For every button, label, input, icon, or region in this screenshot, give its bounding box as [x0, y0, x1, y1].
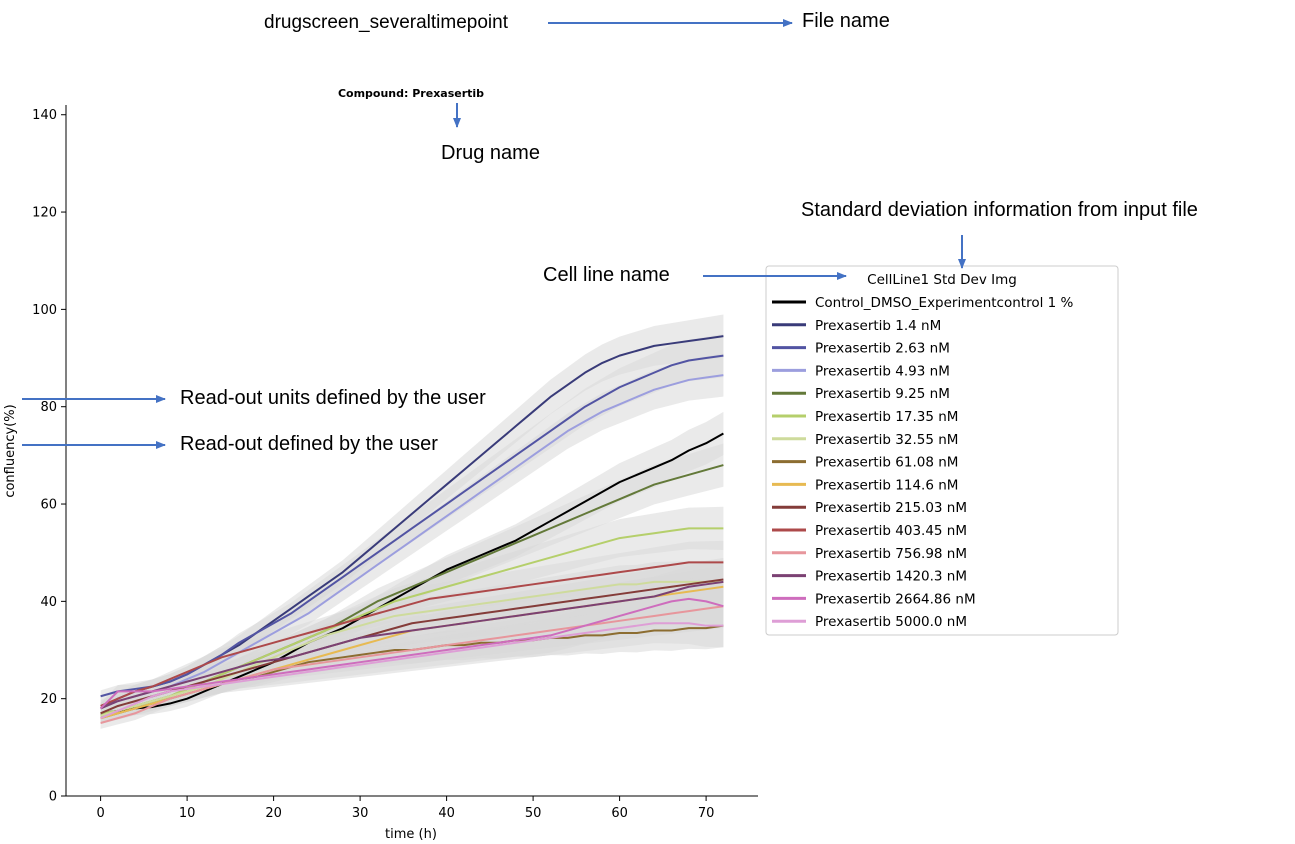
- legend-entry: Prexasertib 2.63 nM: [815, 341, 950, 357]
- std-dev-band: [100, 560, 724, 715]
- x-tick-label: 10: [179, 806, 196, 821]
- legend-entry: Prexasertib 17.35 nM: [815, 409, 958, 425]
- std-dev-bands: [100, 314, 724, 729]
- y-tick-label: 0: [49, 790, 57, 805]
- legend-entry: Prexasertib 756.98 nM: [815, 546, 967, 562]
- series-line: [100, 374, 724, 710]
- x-tick-label: 60: [611, 806, 628, 821]
- legend-items: Control_DMSO_Experimentcontrol 1 % Prexas…: [772, 295, 1074, 630]
- y-tick-label: 120: [32, 206, 57, 221]
- y-axis-label: confluency(%): [3, 404, 18, 497]
- y-tick-label: 60: [40, 498, 57, 513]
- x-tick-label: 40: [438, 806, 455, 821]
- series-line: [99, 597, 724, 710]
- series-line: [100, 578, 724, 715]
- x-ticks: 0 10 20 30 40 50 60 70: [96, 796, 714, 821]
- cell-line-annotation: Cell line name: [543, 264, 670, 286]
- chart-title: Compound: Prexasertib: [338, 87, 484, 100]
- y-ticks: 0 20 40 60 80 100 120 140: [32, 108, 66, 805]
- series-line: [100, 432, 724, 715]
- std-dev-band: [100, 602, 724, 724]
- std-dev-band: [100, 540, 724, 712]
- x-tick-label: 70: [698, 806, 715, 821]
- std-dev-band: [100, 353, 724, 715]
- std-dev-annotation: Standard deviation information from inpu…: [801, 199, 1198, 221]
- legend-entry: Prexasertib 32.55 nM: [815, 432, 958, 448]
- y-tick-label: 80: [40, 400, 57, 415]
- legend-entry: Prexasertib 9.25 nM: [815, 386, 950, 402]
- legend-entry: Prexasertib 61.08 nM: [815, 455, 958, 471]
- legend-entry: Prexasertib 5000.0 nM: [815, 614, 967, 630]
- x-tick-label: 0: [96, 806, 104, 821]
- series-line: [100, 580, 724, 710]
- drug-name-annotation: Drug name: [441, 142, 540, 164]
- x-tick-label: 50: [525, 806, 542, 821]
- legend-entry: Prexasertib 114.6 nM: [815, 477, 958, 493]
- y-tick-label: 100: [32, 303, 57, 318]
- readout-units-annotation: Read-out units defined by the user: [180, 387, 486, 409]
- x-tick-label: 30: [352, 806, 369, 821]
- series-line: [100, 622, 724, 720]
- readout-annotation: Read-out defined by the user: [180, 433, 438, 455]
- file-name-annotation: File name: [802, 10, 890, 32]
- legend-entry: Prexasertib 2664.86 nM: [815, 591, 976, 607]
- series-line: [100, 605, 724, 724]
- series-line: [100, 561, 724, 707]
- y-tick-label: 20: [40, 692, 57, 707]
- series-lines: [99, 335, 724, 724]
- legend-box: [765, 265, 1119, 636]
- legend-entry: Control_DMSO_Experimentcontrol 1 %: [815, 295, 1074, 311]
- y-tick-label: 40: [40, 595, 57, 610]
- legend-entry: Prexasertib 1420.3 nM: [815, 569, 967, 585]
- x-tick-label: 20: [265, 806, 282, 821]
- file-label: drugscreen_severaltimepoint: [264, 12, 508, 33]
- legend-entry: Prexasertib 4.93 nM: [815, 363, 950, 379]
- legend-entry: Prexasertib 215.03 nM: [815, 500, 967, 516]
- x-axis-label: time (h): [385, 827, 437, 842]
- y-tick-label: 140: [32, 108, 57, 123]
- legend-entry: Prexasertib 1.4 nM: [815, 318, 941, 334]
- legend-entry: Prexasertib 403.45 nM: [815, 523, 967, 539]
- legend-title: CellLine1 Std Dev Img: [867, 272, 1017, 288]
